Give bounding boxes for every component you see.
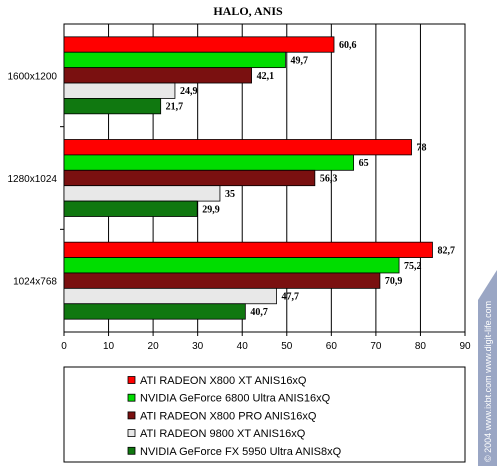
bar <box>63 200 198 217</box>
bars: 60,6 49,7 42,1 24,9 21,7 78 65 56,3 35 29,9 82,7 75… <box>63 36 455 320</box>
data-label: 56,3 <box>320 174 338 185</box>
data-label: 75,2 <box>404 261 422 272</box>
legend-items: ATI RADEON X800 XT ANIS16xQ NVIDIA GeForc… <box>127 375 342 458</box>
x-axis: 0 10 20 30 40 50 60 70 80 90 <box>61 332 471 352</box>
chart-title: HALO, ANIS <box>213 4 283 18</box>
bar <box>63 303 246 320</box>
data-label: 70,9 <box>385 276 403 287</box>
bar <box>63 67 252 84</box>
bar <box>63 82 176 99</box>
legend-swatch <box>127 446 136 455</box>
data-label: 35 <box>225 189 235 200</box>
legend-swatch <box>127 393 136 402</box>
x-tick-label: 30 <box>192 341 204 352</box>
bar <box>63 185 221 202</box>
bar <box>63 241 433 258</box>
bar <box>63 169 316 187</box>
bar <box>63 51 286 69</box>
data-label: 78 <box>417 143 427 154</box>
x-tick-label: 80 <box>415 341 427 352</box>
legend-swatch <box>127 411 136 420</box>
legend-swatch <box>127 429 136 438</box>
data-label: 29,9 <box>202 204 220 215</box>
x-tick-label: 0 <box>61 341 67 352</box>
category-label: 1280x1024 <box>8 174 58 185</box>
data-label: 42,1 <box>257 71 275 82</box>
bar <box>63 139 412 156</box>
data-label: 47,7 <box>282 292 300 303</box>
bar <box>63 36 335 53</box>
legend-label: ATI RADEON 9800 XT ANIS16xQ <box>140 428 306 440</box>
x-tick-label: 20 <box>148 341 160 352</box>
legend-swatch <box>127 376 136 384</box>
data-label: 60,6 <box>339 40 357 51</box>
bar <box>63 257 400 274</box>
bar <box>63 98 162 115</box>
x-tick-label: 90 <box>459 341 471 352</box>
y-axis: 1600x1200 1280x1024 1024x768 <box>8 71 64 288</box>
x-tick-label: 10 <box>103 341 115 352</box>
x-tick-label: 60 <box>326 341 338 352</box>
data-label: 82,7 <box>437 245 455 256</box>
x-tick-label: 40 <box>237 341 249 352</box>
bar <box>63 272 381 289</box>
legend-label: NVIDIA GeForce 6800 Ultra ANIS16xQ <box>140 393 331 405</box>
watermark-text: © 2004 www.ixbt.com www.digit-life.com <box>483 301 493 462</box>
bar <box>63 287 277 305</box>
category-label: 1024x768 <box>13 277 57 288</box>
watermark: © 2004 www.ixbt.com www.digit-life.com <box>478 270 497 466</box>
legend-label: ATI RADEON X800 XT ANIS16xQ <box>140 375 307 387</box>
data-label: 40,7 <box>250 307 268 318</box>
x-tick-label: 50 <box>281 341 293 352</box>
data-label: 24,9 <box>180 86 198 97</box>
legend-label: NVIDIA GeForce FX 5950 Ultra ANIS8xQ <box>140 446 342 458</box>
category-label: 1600x1200 <box>8 71 58 82</box>
data-label: 65 <box>359 158 369 169</box>
data-label: 21,7 <box>166 102 184 113</box>
bar <box>63 154 355 171</box>
x-tick-label: 70 <box>370 341 382 352</box>
data-label: 49,7 <box>290 55 308 66</box>
legend-label: ATI RADEON X800 PRO ANIS16xQ <box>140 410 317 422</box>
